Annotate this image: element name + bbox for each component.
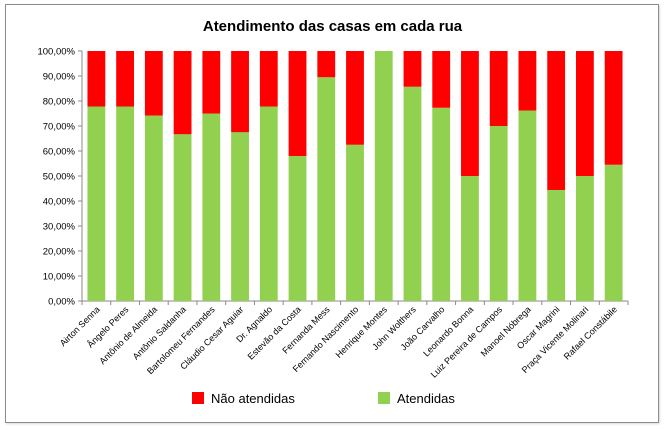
bar-atendidas bbox=[317, 77, 336, 301]
legend-label: Atendidas bbox=[397, 391, 455, 406]
bar-atendidas bbox=[403, 86, 422, 301]
bar-atendidas bbox=[87, 106, 106, 301]
y-tick-label: 80,00% bbox=[43, 97, 76, 108]
chart-title: Atendimento das casas em cada rua bbox=[202, 18, 463, 35]
bar-nao-atendidas bbox=[461, 51, 479, 176]
legend-swatch bbox=[192, 392, 204, 404]
bar-nao-atendidas bbox=[489, 51, 508, 126]
bar-atendidas bbox=[489, 126, 508, 301]
bar-atendidas bbox=[604, 164, 623, 301]
bar-atendidas bbox=[231, 132, 249, 301]
bar-atendidas bbox=[144, 115, 163, 301]
legend-label: Não atendidas bbox=[211, 391, 295, 406]
y-tick-label: 100,00% bbox=[37, 47, 75, 58]
x-tick-label: Leonardo Bonna bbox=[421, 304, 475, 358]
x-tick-label: Manoel Nóbrega bbox=[479, 304, 533, 358]
bar-nao-atendidas bbox=[116, 51, 135, 107]
bar-atendidas bbox=[288, 156, 307, 301]
x-tick-label: Antônio Saldanha bbox=[131, 304, 188, 361]
bar-nao-atendidas bbox=[346, 51, 364, 145]
bar-nao-atendidas bbox=[231, 51, 249, 133]
y-tick-label: 20,00% bbox=[43, 247, 76, 258]
legend-swatch bbox=[378, 392, 390, 404]
bar-atendidas bbox=[116, 106, 135, 301]
y-tick-label: 70,00% bbox=[43, 122, 76, 133]
bar-nao-atendidas bbox=[288, 51, 307, 156]
bar-nao-atendidas bbox=[144, 51, 163, 116]
bar-nao-atendidas bbox=[173, 51, 192, 135]
bar-atendidas bbox=[346, 144, 364, 301]
bar-nao-atendidas bbox=[518, 51, 537, 111]
y-tick-label: 30,00% bbox=[43, 222, 76, 233]
bar-nao-atendidas bbox=[547, 51, 566, 190]
bar-atendidas bbox=[259, 106, 278, 301]
y-tick-label: 40,00% bbox=[43, 197, 76, 208]
bar-nao-atendidas bbox=[403, 51, 422, 87]
bar-atendidas bbox=[547, 190, 566, 301]
x-tick-label: Rafael Constábile bbox=[562, 304, 619, 361]
bar-nao-atendidas bbox=[259, 51, 278, 107]
bar-atendidas bbox=[461, 176, 479, 301]
y-tick-label: 0,00% bbox=[48, 297, 75, 308]
bar-atendidas bbox=[432, 107, 451, 301]
bar-atendidas bbox=[173, 134, 192, 301]
y-tick-label: 10,00% bbox=[43, 272, 76, 283]
bar-nao-atendidas bbox=[87, 51, 106, 107]
bar-nao-atendidas bbox=[317, 51, 336, 78]
y-tick-label: 60,00% bbox=[43, 147, 76, 158]
bar-nao-atendidas bbox=[432, 51, 451, 108]
x-tick-label: Estevão da Costa bbox=[246, 304, 303, 361]
x-tick-label: Henrique Montes bbox=[334, 304, 390, 360]
bar-atendidas bbox=[575, 176, 594, 301]
bar-atendidas bbox=[374, 51, 393, 301]
y-tick-label: 90,00% bbox=[43, 72, 76, 83]
bar-nao-atendidas bbox=[202, 51, 221, 114]
bar-nao-atendidas bbox=[575, 51, 594, 176]
bar-atendidas bbox=[518, 110, 537, 301]
bar-nao-atendidas bbox=[604, 51, 623, 165]
bar-atendidas bbox=[202, 113, 221, 301]
y-tick-label: 50,00% bbox=[43, 172, 76, 183]
